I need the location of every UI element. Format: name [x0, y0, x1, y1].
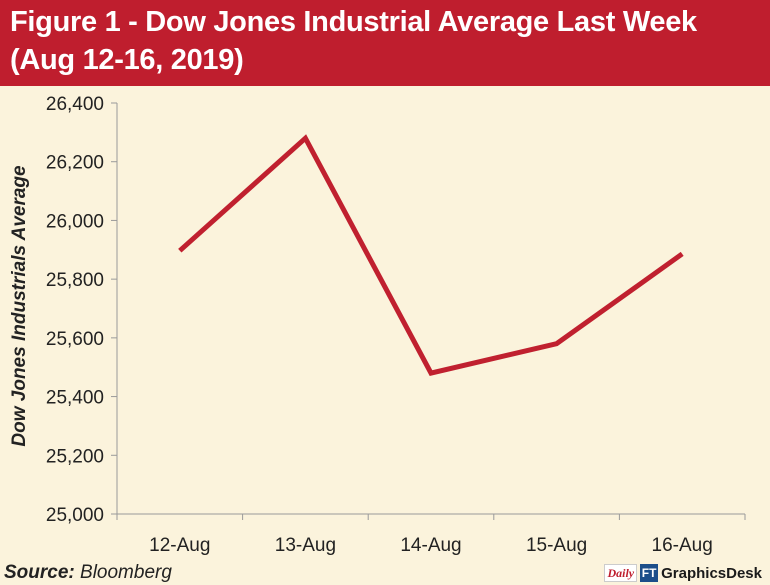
y-tick-label: 25,400 [46, 388, 104, 409]
y-tick-label: 26,200 [46, 153, 104, 174]
chart-header: Figure 1 - Dow Jones Industrial Average … [0, 0, 770, 86]
source-note: Source: Bloomberg [4, 562, 172, 584]
daily-logo: Daily [604, 564, 638, 582]
series-layer [178, 134, 684, 376]
chart-subtitle: (Aug 12-16, 2019) [10, 44, 244, 76]
y-tick-label: 26,000 [46, 211, 104, 232]
graphics-desk-label: GraphicsDesk [661, 564, 762, 582]
x-tick-label: 16-Aug [652, 535, 713, 556]
y-ticks: 25,000 25,200 25,400 25,600 25,800 26,000 26,2… [46, 94, 117, 526]
x-ticks: 12-Aug 13-Aug 14-Aug 15-Aug 16-Aug [116, 514, 746, 556]
x-tick-label: 13-Aug [275, 535, 336, 556]
series-line [178, 134, 684, 376]
y-tick-label: 26,400 [46, 94, 104, 115]
y-axis-label: Dow Jones Industrials Average [9, 165, 30, 447]
y-tick-label: 25,600 [46, 329, 104, 350]
y-tick-label: 25,800 [46, 270, 104, 291]
axes [116, 103, 745, 515]
line-chart: Dow Jones Industrials Average 25,000 25,2… [9, 94, 746, 556]
chart-title: Figure 1 - Dow Jones Industrial Average … [10, 6, 697, 38]
source-value: Bloomberg [80, 562, 172, 583]
source-label: Source: [4, 562, 75, 583]
x-tick-label: 14-Aug [400, 535, 461, 556]
x-tick-label: 15-Aug [526, 535, 587, 556]
y-tick-label: 25,200 [46, 446, 104, 467]
credit-logo: Daily FT GraphicsDesk [604, 563, 762, 583]
y-axis-label-group: Dow Jones Industrials Average [9, 165, 30, 447]
ft-badge: FT [640, 564, 659, 582]
y-tick-label: 25,000 [46, 505, 104, 526]
x-tick-label: 12-Aug [149, 535, 210, 556]
